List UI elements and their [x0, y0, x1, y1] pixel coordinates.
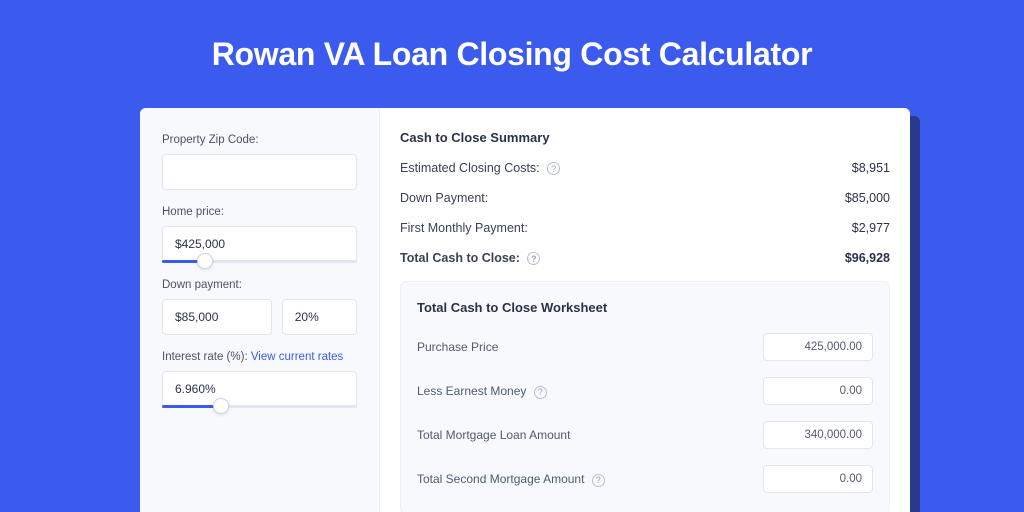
down-payment-group: Down payment: — [162, 279, 357, 335]
ws-label: Total Second Mortgage Amount ? — [417, 472, 605, 486]
input-panel: Property Zip Code: Home price: Down paym… — [140, 108, 380, 512]
ws-value[interactable]: 0.00 — [763, 465, 873, 493]
summary-label: First Monthly Payment: — [400, 221, 528, 235]
ws-label-text: Total Second Mortgage Amount — [417, 472, 584, 486]
summary-label: Estimated Closing Costs: ? — [400, 161, 560, 175]
help-icon[interactable]: ? — [527, 252, 540, 265]
interest-label-prefix: Interest rate (%): — [162, 351, 251, 363]
slider-track — [162, 405, 357, 408]
interest-slider[interactable] — [162, 405, 357, 408]
ws-row-mortgage-amount: Total Mortgage Loan Amount 340,000.00 — [417, 421, 873, 449]
ws-row-earnest: Less Earnest Money ? 0.00 — [417, 377, 873, 405]
help-icon[interactable]: ? — [592, 474, 605, 487]
down-payment-pct-input[interactable] — [282, 299, 357, 335]
help-icon[interactable]: ? — [547, 162, 560, 175]
ws-value[interactable]: 340,000.00 — [763, 421, 873, 449]
summary-row-closing-costs: Estimated Closing Costs: ? $8,951 — [400, 161, 890, 175]
slider-fill — [162, 405, 217, 408]
slider-thumb[interactable] — [197, 253, 213, 269]
worksheet-card: Total Cash to Close Worksheet Purchase P… — [400, 281, 890, 512]
down-payment-input[interactable] — [162, 299, 272, 335]
page-title: Rowan VA Loan Closing Cost Calculator — [0, 0, 1024, 99]
home-price-label: Home price: — [162, 206, 357, 218]
ws-label: Less Earnest Money ? — [417, 384, 547, 398]
summary-title: Cash to Close Summary — [400, 130, 890, 145]
summary-label: Total Cash to Close: ? — [400, 251, 540, 265]
slider-fill — [162, 260, 201, 263]
ws-row-second-mortgage: Total Second Mortgage Amount ? 0.00 — [417, 465, 873, 493]
ws-row-purchase-price: Purchase Price 425,000.00 — [417, 333, 873, 361]
ws-value[interactable]: 0.00 — [763, 377, 873, 405]
summary-row-down-payment: Down Payment: $85,000 — [400, 191, 890, 205]
interest-label: Interest rate (%): View current rates — [162, 351, 357, 363]
home-price-input[interactable] — [162, 226, 357, 262]
down-payment-label: Down payment: — [162, 279, 357, 291]
summary-label-text: Total Cash to Close: — [400, 251, 520, 265]
zip-input[interactable] — [162, 154, 357, 190]
summary-panel: Cash to Close Summary Estimated Closing … — [380, 108, 910, 512]
home-price-slider[interactable] — [162, 260, 357, 263]
summary-label: Down Payment: — [400, 191, 488, 205]
slider-thumb[interactable] — [213, 398, 229, 414]
summary-row-total: Total Cash to Close: ? $96,928 — [400, 251, 890, 265]
summary-value: $85,000 — [845, 191, 890, 205]
slider-track — [162, 260, 357, 263]
interest-input[interactable] — [162, 371, 357, 407]
interest-group: Interest rate (%): View current rates — [162, 351, 357, 408]
summary-value: $8,951 — [852, 161, 890, 175]
ws-value[interactable]: 425,000.00 — [763, 333, 873, 361]
ws-label: Purchase Price — [417, 340, 498, 354]
summary-value: $2,977 — [852, 221, 890, 235]
summary-value: $96,928 — [845, 251, 890, 265]
worksheet-title: Total Cash to Close Worksheet — [417, 300, 873, 315]
help-icon[interactable]: ? — [534, 386, 547, 399]
zip-group: Property Zip Code: — [162, 134, 357, 190]
view-rates-link[interactable]: View current rates — [251, 351, 343, 363]
zip-label: Property Zip Code: — [162, 134, 357, 146]
ws-label: Total Mortgage Loan Amount — [417, 428, 570, 442]
ws-label-text: Less Earnest Money — [417, 384, 526, 398]
down-payment-row — [162, 299, 357, 335]
summary-label-text: Estimated Closing Costs: — [400, 161, 540, 175]
summary-row-first-monthly: First Monthly Payment: $2,977 — [400, 221, 890, 235]
home-price-group: Home price: — [162, 206, 357, 263]
calculator-card: Property Zip Code: Home price: Down paym… — [140, 108, 910, 512]
